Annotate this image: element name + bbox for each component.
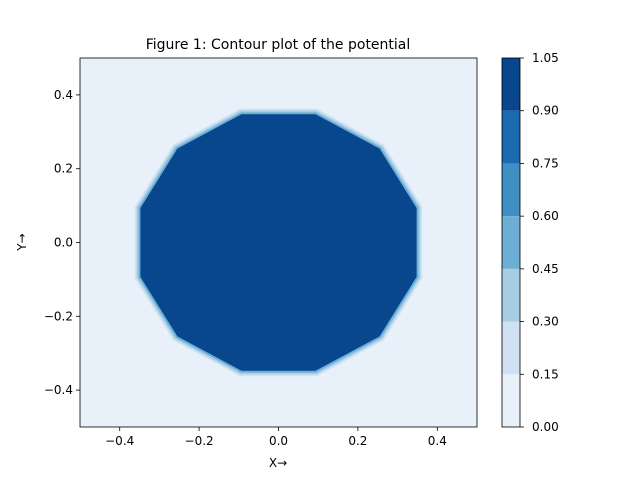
y-tick-label: −0.2 (44, 309, 73, 323)
y-tick-label: 0.4 (54, 88, 73, 102)
colorbar: 0.00 0.15 0.30 0.45 0.60 0.75 0.90 1.05 (501, 51, 559, 434)
contour-level-3 (140, 114, 417, 371)
x-axis-label: X→ (269, 456, 287, 470)
y-axis: −0.4 −0.2 0.0 0.2 0.4 (44, 88, 80, 397)
colorbar-tick-label: 0.30 (532, 315, 559, 329)
colorbar-tick-label: 0.90 (532, 104, 559, 118)
colorbar-tick-label: 0.00 (532, 420, 559, 434)
x-tick-label: 0.4 (428, 434, 447, 448)
colorbar-segment (502, 374, 520, 427)
colorbar-tick-label: 0.60 (532, 209, 559, 223)
x-tick-label: −0.4 (105, 434, 134, 448)
colorbar-segment (502, 321, 520, 375)
y-axis-label: Y→ (15, 233, 29, 251)
colorbar-segment (502, 110, 520, 164)
colorbar-tick-label: 0.45 (532, 262, 559, 276)
y-tick-label: 0.2 (54, 162, 73, 176)
x-axis: −0.4 −0.2 0.0 0.2 0.4 (105, 427, 447, 448)
contour-layers (134, 108, 423, 377)
colorbar-segment (502, 163, 520, 217)
plot-area (79, 57, 478, 428)
y-tick-label: −0.4 (44, 383, 73, 397)
chart-title: Figure 1: Contour plot of the potential (146, 37, 411, 53)
colorbar-tick-label: 0.15 (532, 367, 559, 381)
colorbar-segment (502, 268, 520, 322)
colorbar-frame (501, 57, 521, 428)
y-tick-label: 0.0 (54, 236, 73, 250)
x-tick-label: 0.0 (269, 434, 288, 448)
x-tick-label: −0.2 (185, 434, 214, 448)
colorbar-segment (502, 58, 520, 111)
colorbar-tick-label: 1.05 (532, 51, 559, 65)
colorbar-tick-label: 0.75 (532, 156, 559, 170)
x-tick-label: 0.2 (348, 434, 367, 448)
colorbar-segment (502, 216, 520, 269)
